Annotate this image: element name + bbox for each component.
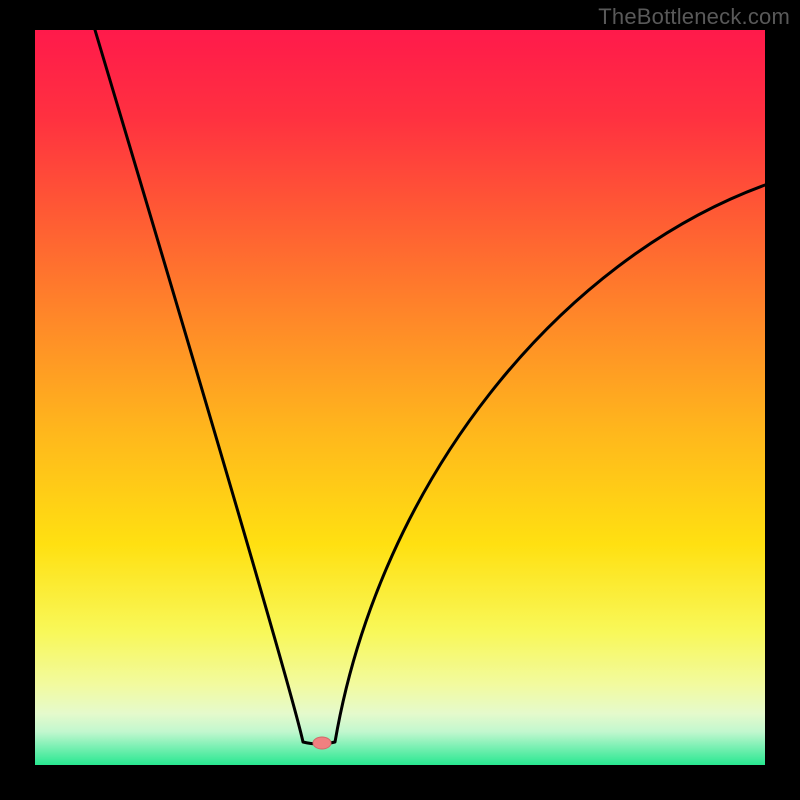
chart-canvas: TheBottleneck.com [0, 0, 800, 800]
plot-frame [0, 765, 800, 800]
bottleneck-v-chart [0, 0, 800, 800]
valley-marker [313, 737, 331, 749]
plot-frame [0, 0, 35, 800]
watermark-label: TheBottleneck.com [598, 4, 790, 30]
gradient-background [35, 30, 765, 765]
plot-frame [765, 0, 800, 800]
